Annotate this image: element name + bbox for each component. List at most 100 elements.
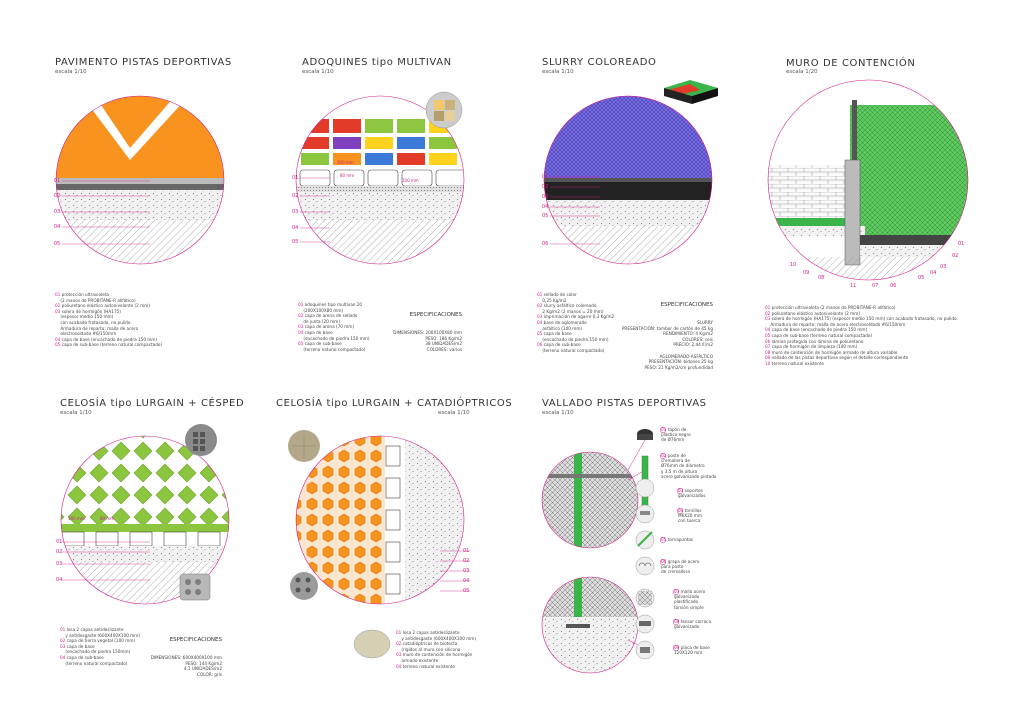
slurry-section-drawing <box>544 96 712 264</box>
catad-label: 02 <box>463 558 470 564</box>
note-text: slurry asfáltico coloreado <box>543 303 597 309</box>
slurry-spec-lines: SLURRY PRESENTACIÓN: tambor de cartón de … <box>622 320 713 370</box>
catad-label: 03 <box>463 568 470 574</box>
muro-label: 11 <box>850 283 857 289</box>
note-text: capa de tierra vegetal (100 mm) <box>66 638 136 644</box>
cesped-spec: ESPECIFICACIONES DIMENSIONES: 600X400X10… <box>151 627 222 683</box>
adoq-dim: 100 mm <box>402 178 419 183</box>
adoq-notes: 01 adoquines tipo multivan 20 (200X100X8… <box>298 302 370 352</box>
note-text: protección ultravioleta <box>61 292 109 297</box>
muro-label: 01 <box>958 241 965 247</box>
note-number: 01 <box>60 627 67 632</box>
note-number: 02 <box>60 638 67 644</box>
spec-line: PESO: 186 Kg/m2 <box>425 335 462 341</box>
note-line: 04 terreno natural existente <box>396 664 476 670</box>
spec-line: PESO: 144 Kg/m2 <box>185 660 222 666</box>
note-number: 05 <box>298 341 305 347</box>
note-line: y antidesgaste (600X400X100 mm) <box>60 633 140 639</box>
muro-label: 07 <box>872 283 879 289</box>
note-text: losa 2 capas antideslizante <box>66 627 124 632</box>
vallado-title: VALLADO PISTAS DEPORTIVAS <box>542 398 707 409</box>
note-line: 05 capa de sub-base <box>298 341 370 347</box>
note-text: terreno natural existente <box>771 360 825 366</box>
vallado-item-text: soportes galvanizados <box>678 488 706 499</box>
note-line: (terreno natural compactado) <box>60 661 140 667</box>
note-line: 04 capa de sub-base <box>60 655 140 661</box>
note-number: 03 <box>60 643 67 649</box>
note-text: capa de hormigón de limpieza (100 mm) <box>771 344 858 350</box>
note-line: 06 capa de sub-base <box>537 342 614 348</box>
note-number: 01 <box>298 302 305 307</box>
note-line: 08 muro de contención de hormigón armado… <box>765 350 958 356</box>
note-text: capa de sub-base <box>66 654 104 660</box>
note-number: 03 <box>55 308 62 314</box>
note-number: 02 <box>765 310 772 316</box>
note-line: 01 adoquines tipo multivan 20 <box>298 302 370 308</box>
note-line: 04 capa de base <box>298 330 370 336</box>
note-line: (terreno natural compactado) <box>298 347 370 353</box>
note-number: 07 <box>765 344 772 350</box>
muro-label: 06 <box>890 283 897 289</box>
note-text: (rígidos al muro con silicona <box>401 646 461 652</box>
reflector-block-thumbnail <box>290 572 318 600</box>
note-text: terreno natural existente <box>402 663 456 669</box>
slurry-title: SLURRY COLOREADO <box>542 57 657 68</box>
vallado-item: 02 poste de cremallera de Ø76mm de diáme… <box>661 453 716 479</box>
note-text: capa de sub-base <box>304 341 342 347</box>
cesped-notes: 01 losa 2 capas antideslizante y antides… <box>60 627 140 666</box>
note-line: 03 capa de base <box>60 644 140 650</box>
adoq-spec-lines: DIMENSIONES: 200X100X80 mm PESO: 186 Kg/m… <box>393 330 462 352</box>
note-text: (terreno natural compactado) <box>65 660 128 666</box>
muro-label: 09 <box>803 270 810 276</box>
note-number: 01 <box>765 305 772 310</box>
note-number: 04 <box>55 336 62 342</box>
note-text: de junta (20 mm) <box>303 318 340 324</box>
note-line: 02 capa de arena de sellado <box>298 313 370 319</box>
slurry-label: 03 <box>542 194 549 200</box>
cesped-title: CELOSÍA tipo LURGAIN + CÉSPED <box>60 398 245 409</box>
vallado-item: 08 tensor carraca galvanizado <box>674 619 711 629</box>
note-line: de junta (20 mm) <box>298 319 370 325</box>
spec-line: DIMENSIONES: 600X400X100 mm <box>150 654 222 660</box>
spec-line: PRECIO: 2,44 €/m2 <box>673 342 713 348</box>
pav-scale: escala 1/10 <box>55 69 87 75</box>
note-line: 02 slurry asfáltico coloreado <box>537 303 614 309</box>
vallado-item-num: 05 <box>661 537 667 542</box>
note-line: electrosoldado #6/150mm <box>55 331 162 337</box>
note-line: (espesor medio 150 mm) <box>55 314 162 320</box>
note-number: 04 <box>537 319 544 325</box>
note-text: (terreno natural compactado) <box>303 346 366 352</box>
note-line: 01 sellado de color <box>537 292 614 298</box>
slurry-label: 06 <box>542 241 549 247</box>
note-line: (terreno natural compactado) <box>537 348 614 354</box>
adoq-label: 01 <box>292 175 299 181</box>
note-text: electrosoldado #6/150mm <box>60 331 117 337</box>
slurry-label: 04 <box>542 204 549 210</box>
note-line: 01 protección ultravioleta <box>55 292 162 298</box>
note-number: 05 <box>55 342 62 348</box>
lattice-reflectors-drawing <box>296 436 464 604</box>
note-line: 04 base de aglomerado <box>537 320 614 326</box>
note-line: asfáltico (100 mm) <box>537 326 614 332</box>
vallado-item-num: 06 <box>661 559 667 564</box>
adoq-spec: ESPECIFICACIONES DIMENSIONES: 200X100X80… <box>393 302 462 358</box>
adoq-scale: escala 1/10 <box>302 69 334 75</box>
note-line: (rígidos al muro con silicona <box>396 647 476 653</box>
note-line: 02 catadióptricos de biotecta <box>396 641 476 647</box>
catad-scale: escala 1/10 <box>438 410 470 416</box>
muro-label: 08 <box>818 275 825 281</box>
note-line: 02 capa de tierra vegetal (100 mm) <box>60 638 140 644</box>
note-number: 10 <box>765 360 772 366</box>
note-text: (200X100X80 mm) <box>303 307 344 313</box>
catad-notes: 01 losa 2 capas antideslizante y antides… <box>396 630 476 669</box>
slurry-label: 02 <box>542 184 549 190</box>
note-line: 0,25 Kg/m2 <box>537 298 614 304</box>
spec-line: AGLOMERADO ASFÁLTICO <box>659 353 713 359</box>
spec-line: 38 UNIDADES/m2 <box>425 341 462 347</box>
note-text: y antidesgaste (600X400X100 mm) <box>65 632 141 638</box>
note-line: 03 solera de hormigón (HA175) (espesor m… <box>765 316 958 322</box>
note-number: 06 <box>537 342 544 348</box>
spec-line: RENDIMIENTO: 4 Kg/m2 <box>663 331 713 337</box>
note-text: poliuretano elástico autonivelante (2 mm… <box>771 310 860 316</box>
note-text: capa de base (encachado de piedra 150 mm… <box>61 336 158 342</box>
